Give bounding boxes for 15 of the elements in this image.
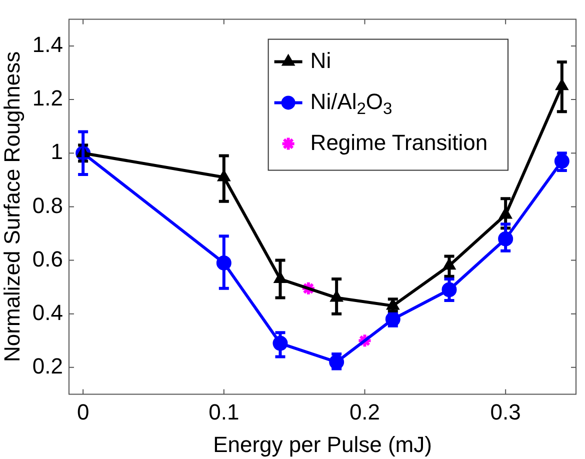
x-axis-title: Energy per Pulse (mJ): [213, 432, 432, 457]
y-axis-title: Normalized Surface Roughness: [0, 51, 24, 362]
x-tick-label: 0.2: [349, 399, 380, 424]
y-tick-label: 0.4: [32, 300, 63, 325]
x-tick-label: 0: [76, 399, 90, 424]
y-tick-label: 0.8: [32, 192, 63, 218]
y-tick-label: 1.4: [32, 32, 63, 58]
legend-label: Regime Transition: [310, 130, 488, 155]
y-tick-label: 0.2: [32, 353, 63, 378]
x-tick-label: 0.3: [490, 399, 521, 424]
legend-label: Ni: [310, 48, 332, 73]
x-tick-label: 0.1: [208, 399, 240, 424]
y-tick-label: 0.6: [32, 246, 63, 272]
y-tick-label: 1.2: [32, 86, 63, 111]
y-tick-label: 1: [50, 139, 63, 164]
